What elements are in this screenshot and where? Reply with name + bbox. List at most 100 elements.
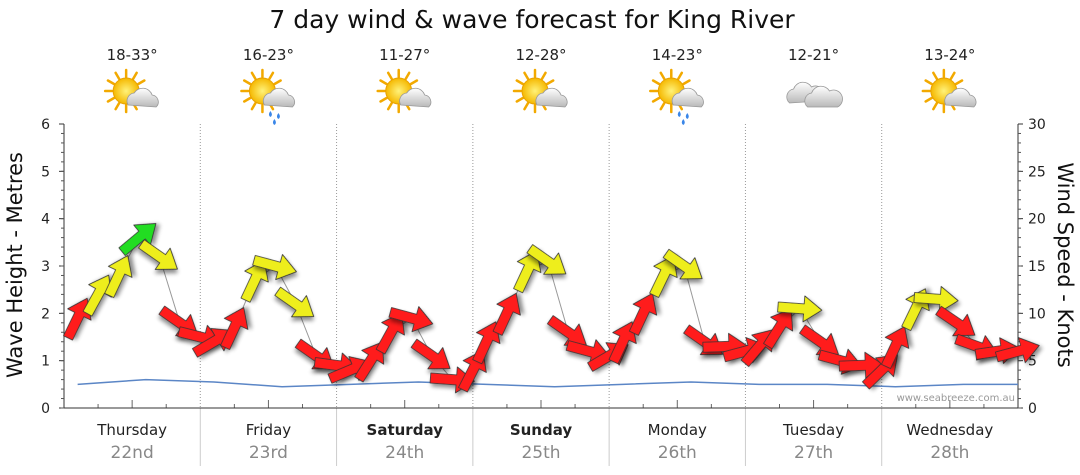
sun-ray (379, 96, 388, 103)
wind-series (63, 223, 1040, 394)
wind-arrow (649, 255, 678, 298)
wind-arrow-shape (995, 337, 1040, 364)
y-axis-right-label: Wind Speed - Knots (1053, 162, 1077, 367)
wind-arrow (252, 254, 297, 280)
partly-cloudy-sun-icon (921, 68, 977, 114)
wind-arrow (375, 312, 405, 355)
wind-arrow (628, 292, 658, 336)
wind-arrow (995, 337, 1040, 364)
sun-ray (924, 96, 933, 103)
day-label: Friday (246, 421, 292, 439)
date-label: 25th (521, 443, 560, 463)
sun-ray (106, 96, 116, 103)
wind-arrow (881, 326, 910, 369)
rain-drop (677, 111, 681, 117)
sun-ray (114, 71, 121, 81)
sun-ray (137, 79, 146, 86)
wind-arrow-shape (777, 295, 823, 323)
cloud-shape (944, 87, 977, 108)
wind-arrow-shape (763, 308, 794, 350)
wind-arrow (274, 286, 315, 318)
cloud-shape (535, 87, 568, 108)
wind-arrow-shape (662, 248, 703, 280)
temp-range: 13-24° (924, 46, 975, 64)
date-label: 26th (658, 443, 697, 463)
temp-range: 14-23° (652, 46, 703, 64)
date-label: 24th (385, 443, 424, 463)
axes: 0 1 2 3 4 5 6 0 5 10 15 20 25 30 (41, 117, 1046, 417)
sun-ray (250, 71, 257, 81)
sun-cloud-showers-icon (240, 68, 295, 125)
temp-range: 12-28° (515, 46, 566, 64)
wind-arrow (662, 248, 703, 280)
wind-arrow (935, 305, 976, 337)
wind-arrow (388, 306, 434, 333)
y-left-tick-label: 6 (41, 117, 50, 133)
sun-ray (932, 71, 939, 81)
y-right-tick-label: 0 (1028, 401, 1037, 417)
wind-arrow-shape (628, 292, 658, 336)
rain-drop (276, 113, 280, 119)
credit-text: www.seabreeze.com.au (897, 393, 1015, 404)
y-right-tick-label: 5 (1028, 354, 1037, 370)
y-right-tick-label: 15 (1028, 259, 1046, 275)
wind-arrow (492, 292, 521, 336)
wind-arrow-shape (513, 250, 542, 294)
y-right-tick-label: 30 (1028, 117, 1046, 133)
wind-arrow (104, 255, 133, 298)
temp-range: 18-33° (107, 46, 158, 64)
cloud-shape (126, 87, 159, 108)
cloud-shape (671, 87, 704, 108)
day-label: Monday (648, 421, 707, 439)
day-label: Saturday (367, 421, 444, 439)
sun-ray (954, 79, 964, 86)
wind-arrow (410, 338, 451, 370)
rain-drop (685, 113, 689, 119)
wind-arrow-shape (935, 305, 976, 337)
sun-ray (242, 79, 252, 86)
rain-drop (268, 111, 272, 117)
sun-ray (932, 101, 939, 111)
day-label: Thursday (96, 421, 167, 439)
sun-ray (949, 71, 956, 81)
day-label: Wednesday (906, 421, 993, 439)
sun-ray (386, 71, 393, 81)
sun-ray (523, 71, 530, 81)
wind-arrow (138, 239, 178, 270)
wind-arrow-shape (375, 312, 405, 355)
cloud-icon (786, 81, 843, 108)
sun-ray (659, 101, 666, 111)
wind-arrow-shape (649, 255, 678, 298)
wind-arrow (777, 295, 823, 323)
sun-ray (250, 101, 257, 111)
sun-ray (379, 79, 388, 86)
wind-arrow-shape (410, 338, 451, 370)
sun-ray (523, 101, 530, 111)
wind-arrow-shape (913, 286, 959, 313)
wind-arrow (240, 259, 269, 303)
partly-cloudy-sun-icon (103, 68, 159, 114)
y-left-tick-label: 1 (41, 354, 50, 370)
wind-arrow-shape (526, 244, 567, 275)
y-left-tick-label: 3 (41, 259, 50, 275)
sun-ray (268, 71, 275, 81)
wind-arrow-shape (240, 259, 269, 303)
wind-arrow (763, 308, 794, 350)
partly-cloudy-sun-icon (376, 68, 432, 114)
wind-arrow-shape (104, 255, 133, 298)
sun-ray (273, 79, 282, 86)
sun-ray (677, 71, 684, 81)
temp-range: 12-21° (788, 46, 839, 64)
y-left-tick-label: 5 (41, 164, 50, 180)
wind-arrow-shape (252, 254, 297, 280)
sun-ray (682, 79, 691, 86)
wind-arrow-shape (118, 223, 157, 256)
sun-ray (404, 71, 411, 81)
cloud-shape (262, 87, 295, 108)
temp-range: 11-27° (379, 46, 430, 64)
wind-arrow (913, 286, 959, 313)
sun-ray (409, 79, 419, 86)
sun-ray (924, 79, 933, 86)
date-label: 27th (794, 443, 833, 463)
